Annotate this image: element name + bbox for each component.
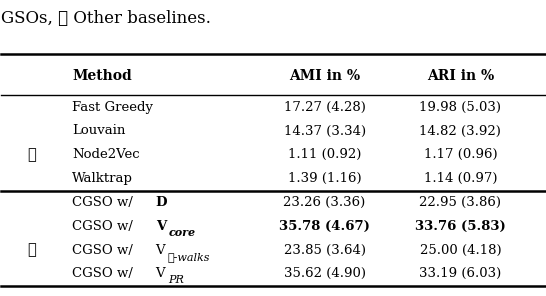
Text: PR: PR bbox=[168, 275, 184, 285]
Text: D: D bbox=[156, 196, 167, 209]
Text: CGSO w/: CGSO w/ bbox=[72, 220, 137, 233]
Text: Method: Method bbox=[72, 69, 132, 83]
Text: 25.00 (4.18): 25.00 (4.18) bbox=[419, 244, 501, 257]
Text: 14.37 (3.34): 14.37 (3.34) bbox=[283, 124, 366, 137]
Text: 33.76 (5.83): 33.76 (5.83) bbox=[415, 220, 506, 233]
Text: 17.27 (4.28): 17.27 (4.28) bbox=[284, 101, 365, 114]
Text: 35.62 (4.90): 35.62 (4.90) bbox=[283, 267, 366, 280]
Text: Fast Greedy: Fast Greedy bbox=[72, 101, 153, 114]
Text: 14.82 (3.92): 14.82 (3.92) bbox=[419, 124, 501, 137]
Text: 22.95 (3.86): 22.95 (3.86) bbox=[419, 196, 501, 209]
Text: 23.85 (3.64): 23.85 (3.64) bbox=[283, 244, 366, 257]
Text: V: V bbox=[156, 244, 165, 257]
Text: 1.14 (0.97): 1.14 (0.97) bbox=[424, 172, 497, 185]
Text: 35.78 (4.67): 35.78 (4.67) bbox=[279, 220, 370, 233]
Text: Louvain: Louvain bbox=[72, 124, 126, 137]
Text: ARI in %: ARI in % bbox=[427, 69, 494, 83]
Text: Ⓐ: Ⓐ bbox=[27, 148, 35, 162]
Text: 1.39 (1.16): 1.39 (1.16) bbox=[288, 172, 361, 185]
Text: 33.19 (6.03): 33.19 (6.03) bbox=[419, 267, 502, 280]
Text: core: core bbox=[169, 227, 196, 238]
Text: 1.17 (0.96): 1.17 (0.96) bbox=[424, 148, 497, 161]
Text: ①: ① bbox=[27, 243, 35, 257]
Text: CGSO w/: CGSO w/ bbox=[72, 244, 137, 257]
Text: CGSO w/: CGSO w/ bbox=[72, 267, 137, 280]
Text: 1.11 (0.92): 1.11 (0.92) bbox=[288, 148, 361, 161]
Text: CGSO w/: CGSO w/ bbox=[72, 196, 137, 209]
Text: Walktrap: Walktrap bbox=[72, 172, 133, 185]
Text: Node2Vec: Node2Vec bbox=[72, 148, 140, 161]
Text: AMI in %: AMI in % bbox=[289, 69, 360, 83]
Text: V: V bbox=[156, 220, 166, 233]
Text: ℓ-walks: ℓ-walks bbox=[168, 252, 210, 262]
Text: GSOs, Ⓐ Other baselines.: GSOs, Ⓐ Other baselines. bbox=[2, 10, 211, 27]
Text: V: V bbox=[156, 267, 165, 280]
Text: 23.26 (3.36): 23.26 (3.36) bbox=[283, 196, 366, 209]
Text: 19.98 (5.03): 19.98 (5.03) bbox=[419, 101, 501, 114]
